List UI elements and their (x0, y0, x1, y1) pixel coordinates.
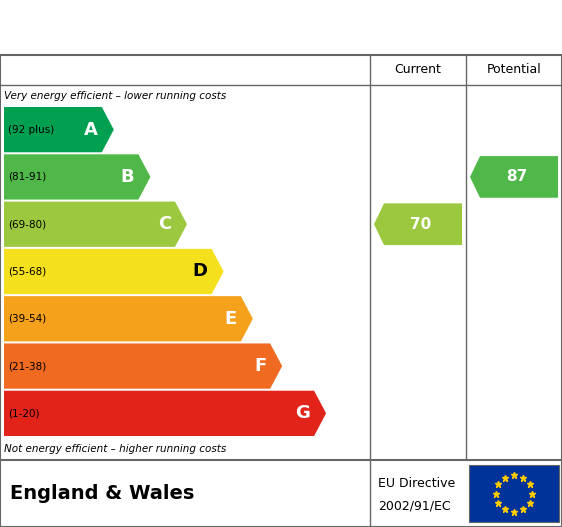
Polygon shape (4, 296, 253, 341)
Text: B: B (121, 168, 134, 186)
Text: (21-38): (21-38) (8, 361, 46, 371)
Text: Not energy efficient – higher running costs: Not energy efficient – higher running co… (4, 444, 226, 454)
Text: C: C (158, 215, 171, 233)
Text: Current: Current (395, 63, 441, 76)
Text: Very energy efficient – lower running costs: Very energy efficient – lower running co… (4, 91, 226, 101)
Text: (81-91): (81-91) (8, 172, 46, 182)
Bar (469, 465, 559, 522)
Text: D: D (193, 262, 207, 280)
Text: (1-20): (1-20) (8, 408, 39, 418)
Text: Potential: Potential (487, 63, 541, 76)
Text: EU Directive: EU Directive (378, 477, 455, 490)
Polygon shape (4, 107, 114, 152)
Text: 70: 70 (410, 217, 432, 232)
Text: Energy Efficiency Rating: Energy Efficiency Rating (17, 17, 324, 37)
Text: (55-68): (55-68) (8, 267, 46, 277)
Polygon shape (4, 391, 326, 436)
Polygon shape (374, 203, 462, 245)
Text: F: F (254, 357, 266, 375)
Text: England & Wales: England & Wales (10, 484, 194, 503)
Text: 2002/91/EC: 2002/91/EC (378, 499, 451, 512)
Polygon shape (470, 156, 558, 198)
Polygon shape (4, 201, 187, 247)
Text: 87: 87 (506, 169, 528, 184)
Text: A: A (84, 121, 98, 139)
Text: G: G (295, 404, 310, 422)
Text: (39-54): (39-54) (8, 314, 46, 324)
Text: (69-80): (69-80) (8, 219, 46, 229)
Polygon shape (4, 344, 282, 389)
Polygon shape (4, 154, 151, 200)
Polygon shape (4, 249, 224, 294)
Text: (92 plus): (92 plus) (8, 125, 55, 134)
Text: E: E (225, 310, 237, 328)
